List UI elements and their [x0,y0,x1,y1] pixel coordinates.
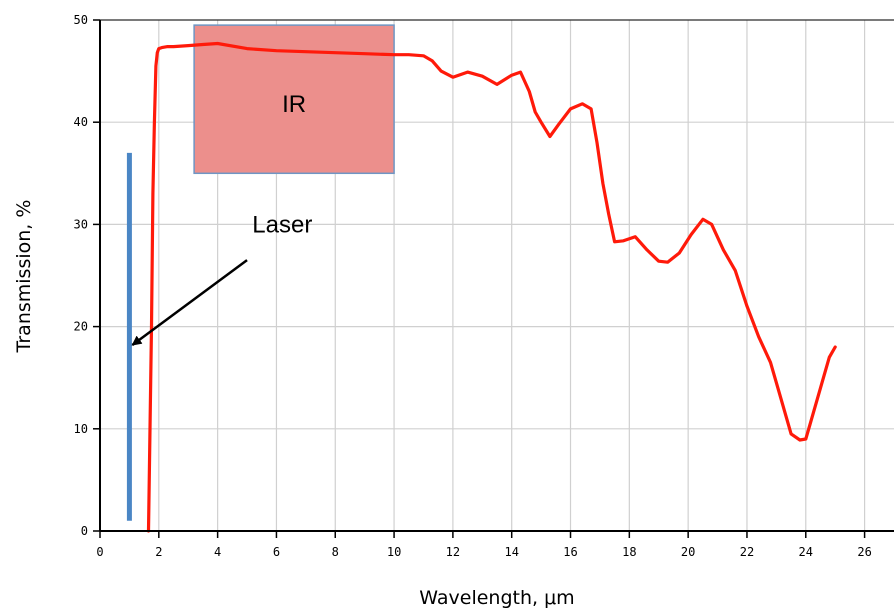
data-point [149,428,151,430]
y-tick-label: 20 [74,320,88,334]
data-point [590,108,592,110]
data-point [549,135,551,138]
y-axis-title: Transmission, % [13,200,35,354]
data-point [158,47,160,50]
data-point [819,387,822,389]
y-tick-label: 50 [74,13,88,27]
transmission-curve [146,41,837,533]
data-point [690,233,692,236]
data-point [452,76,454,79]
data-point [440,70,442,72]
x-tick-label: 26 [857,545,871,559]
data-point [666,261,669,264]
data-point [781,402,784,405]
data-point [769,361,772,364]
data-point [646,249,648,251]
x-tick-label: 16 [563,545,577,559]
data-point [528,90,531,93]
data-point [519,71,522,73]
data-point [834,346,836,348]
data-point [152,192,154,195]
data-point [613,240,616,243]
annotations: IR Laser [131,91,312,347]
x-tick-label: 2 [155,545,162,559]
x-tick-label: 8 [332,545,339,559]
data-point [581,103,584,105]
data-point [746,305,748,307]
x-tick-label: 22 [740,545,754,559]
y-tick-label: 30 [74,217,88,231]
data-point [216,42,219,45]
data-point [602,182,604,185]
data-point [150,325,153,328]
x-tick-label: 14 [504,545,518,559]
data-point [275,49,278,52]
data-point [722,249,725,251]
data-point [246,47,248,50]
y-tick-label: 10 [74,422,88,436]
x-tick-label: 12 [446,545,460,559]
data-point [466,71,469,73]
data-point [622,239,625,242]
data-point [810,417,813,420]
data-point [334,51,337,54]
data-point [363,52,366,55]
data-point [155,65,157,67]
data-point [187,44,190,47]
data-point [153,121,156,123]
data-point [607,213,610,215]
data-point [557,123,560,126]
data-point [678,252,681,254]
x-tick-label: 0 [96,545,103,559]
data-point [540,121,542,123]
data-point [305,50,307,53]
x-tick-label: 10 [387,545,401,559]
y-tick-label: 0 [81,524,88,538]
data-point [596,141,598,144]
data-point [422,54,425,57]
data-point [393,53,395,56]
data-point [202,43,204,46]
data-point [828,356,831,359]
data-point [757,336,760,338]
annotation-ir: IR [282,91,306,118]
x-tick-label: 4 [214,545,221,559]
data-point [702,218,704,221]
data-point [407,53,410,56]
data-point [790,433,792,435]
data-point [710,223,713,226]
data-point [510,74,513,76]
x-axis-title: Wavelength, μm [419,587,574,609]
laser-arrow [131,259,248,347]
data-point [156,51,159,54]
data-point [734,269,736,272]
data-point [799,439,801,441]
data-point [166,45,169,48]
data-point [496,83,498,86]
data-point [569,108,572,110]
data-point [657,260,660,262]
data-point [804,438,807,440]
y-tick-label: 40 [74,115,88,129]
data-point [160,46,163,49]
data-point [634,235,637,238]
x-tick-label: 6 [273,545,280,559]
x-tick-label: 24 [799,545,813,559]
axes [93,19,894,538]
data-point [481,75,484,78]
series-layer [146,41,837,533]
data-point [172,45,175,48]
annotation-laser: Laser [252,211,312,238]
data-point [534,111,537,113]
x-tick-label: 20 [681,545,695,559]
data-point [431,60,434,62]
x-tick-label: 18 [622,545,636,559]
